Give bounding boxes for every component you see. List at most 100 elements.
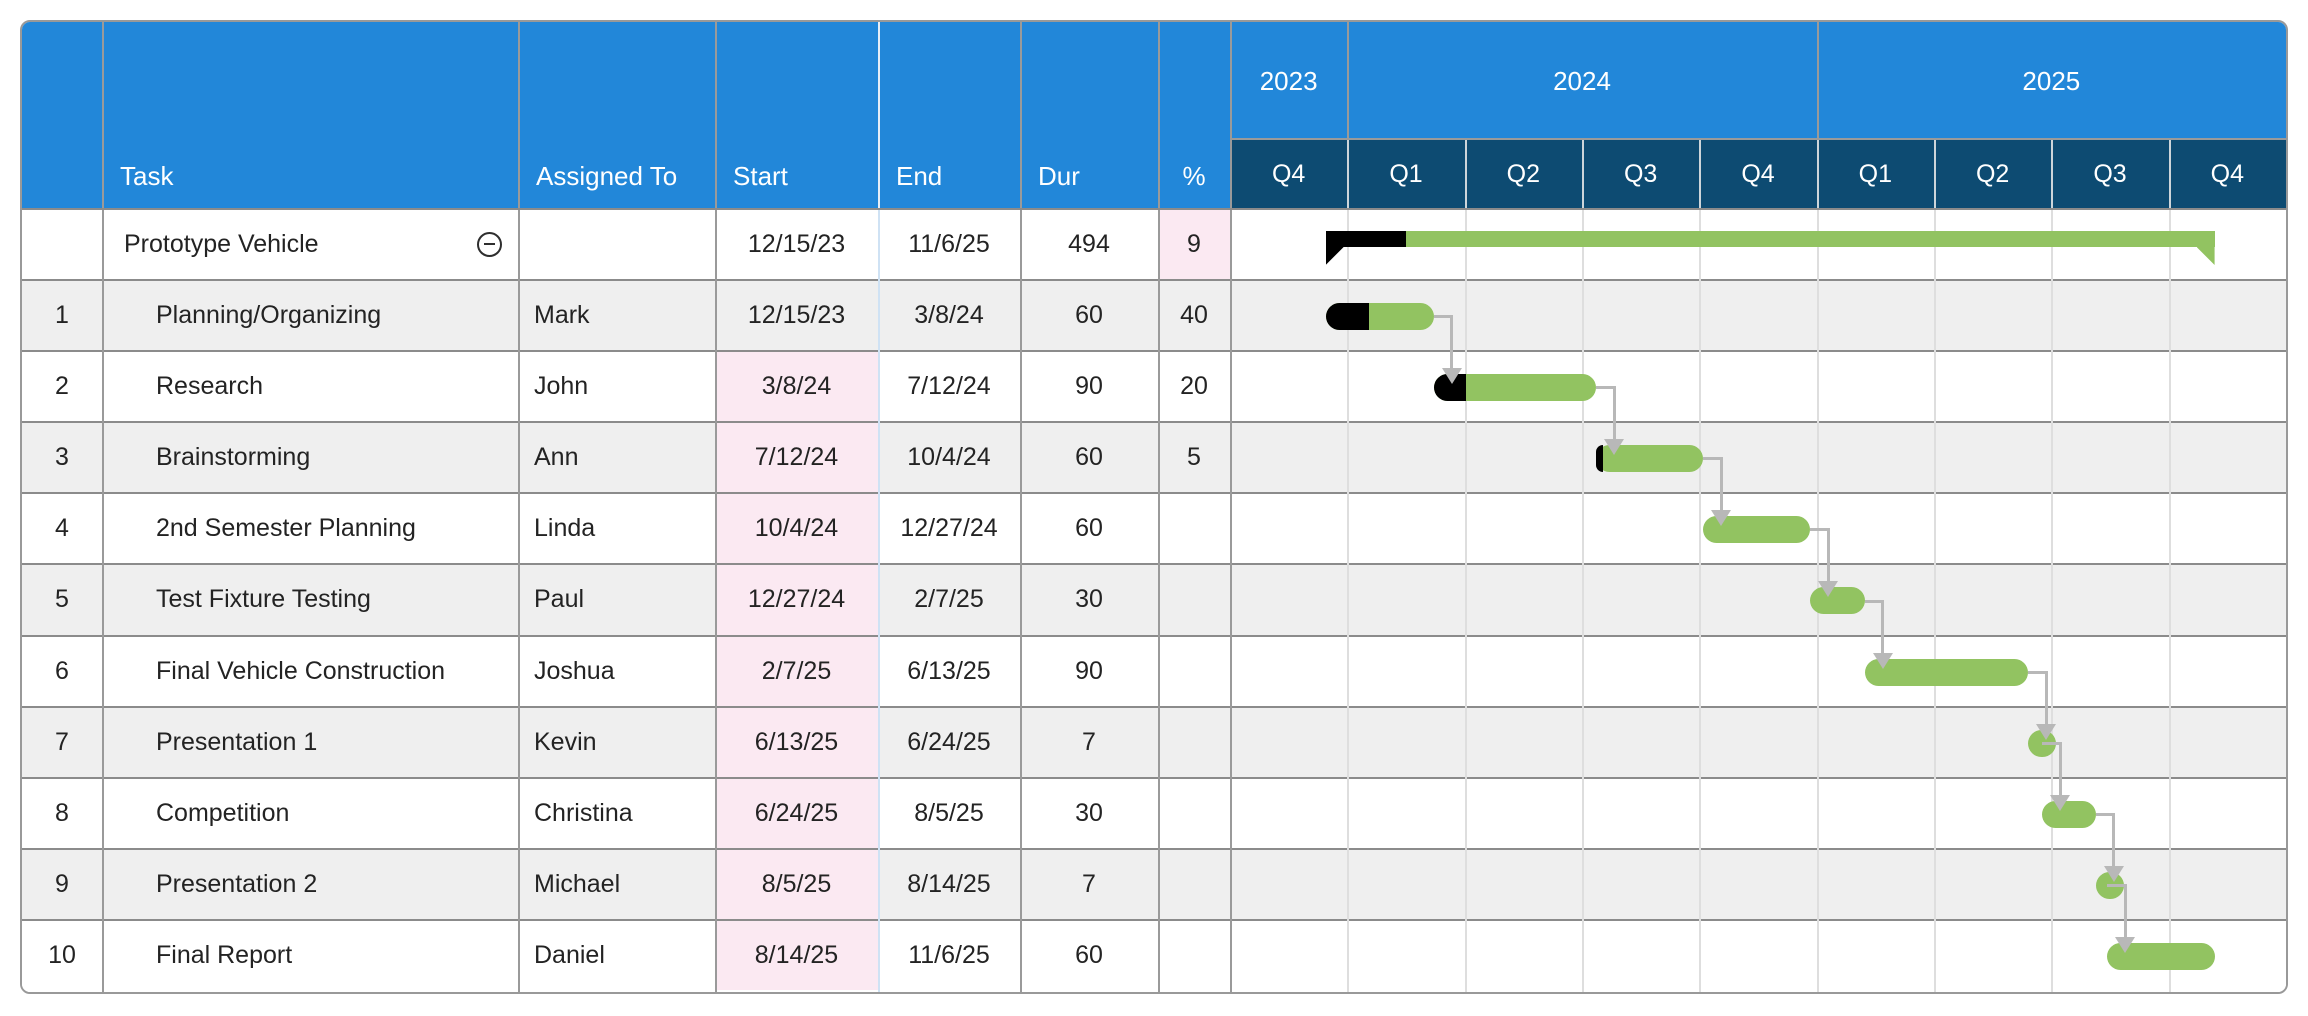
cell-assigned-to[interactable]: Linda (518, 494, 715, 563)
year-header-2023[interactable]: 2023 (1230, 22, 1347, 140)
cell-task[interactable]: Test Fixture Testing (102, 565, 518, 634)
cell-task[interactable]: Planning/Organizing (102, 281, 518, 350)
year-header-2024[interactable]: 2024 (1347, 22, 1816, 140)
cell-start-date-text: 12/15/23 (747, 230, 846, 259)
cell-task[interactable]: Presentation 1 (102, 708, 518, 777)
cell-row-number[interactable]: 1 (22, 281, 102, 350)
quarter-header-2024-q2[interactable]: Q2 (1464, 140, 1582, 208)
cell-duration[interactable]: 30 (1020, 779, 1158, 848)
dependency-arrow-icon (1604, 439, 1625, 456)
quarter-header-2025-q4[interactable]: Q4 (2168, 140, 2286, 208)
column-header-assigned-to[interactable]: Assigned To (518, 22, 715, 208)
column-header-label: Dur (1038, 161, 1080, 191)
cell-assigned-to[interactable]: Daniel (518, 921, 715, 990)
cell-row-number[interactable]: 4 (22, 494, 102, 563)
cell-row-number[interactable]: 10 (22, 921, 102, 990)
cell-task[interactable]: Final Report (102, 921, 518, 990)
year-label: 2025 (2022, 65, 2081, 96)
cell-assigned-to[interactable]: Michael (518, 850, 715, 919)
cell-percent-complete[interactable]: 9 (1158, 210, 1230, 280)
cell-task[interactable]: 2nd Semester Planning (102, 494, 518, 563)
cell-assigned-to[interactable]: Kevin (518, 708, 715, 777)
cell-duration[interactable]: 60 (1020, 423, 1158, 492)
cell-assigned-to[interactable]: Mark (518, 281, 715, 350)
cell-task[interactable]: Research (102, 352, 518, 421)
cell-row-number[interactable]: 7 (22, 708, 102, 777)
quarter-header-2025-q1[interactable]: Q1 (1816, 140, 1934, 208)
cell-end-date[interactable]: 6/24/25 (878, 708, 1020, 777)
cell-duration[interactable]: 60 (1020, 281, 1158, 350)
cell-start-date[interactable]: 12/27/24 (715, 565, 878, 635)
cell-start-date[interactable]: 12/15/23 (715, 210, 878, 279)
quarter-header-2025-q2[interactable]: Q2 (1934, 140, 2052, 208)
bars-layer (22, 22, 2286, 992)
header-quarter-divider (1464, 140, 1467, 208)
cell-assigned-to[interactable]: Joshua (518, 637, 715, 706)
cell-assigned-to[interactable]: John (518, 352, 715, 421)
cell-end-date[interactable]: 8/5/25 (878, 779, 1020, 848)
cell-start-date[interactable]: 3/8/24 (715, 352, 878, 422)
cell-duration[interactable]: 7 (1020, 850, 1158, 919)
column-header-rownum[interactable] (22, 22, 102, 208)
cell-percent-complete[interactable]: 20 (1158, 352, 1230, 421)
cell-duration[interactable]: 60 (1020, 921, 1158, 990)
cell-end-date[interactable]: 2/7/25 (878, 565, 1020, 634)
cell-end-date[interactable]: 11/6/25 (878, 210, 1020, 279)
cell-assigned-to[interactable]: Ann (518, 423, 715, 492)
cell-end-date[interactable]: 8/14/25 (878, 850, 1020, 919)
cell-end-date[interactable]: 11/6/25 (878, 921, 1020, 990)
quarter-header-2024-q4[interactable]: Q4 (1699, 140, 1817, 208)
cell-start-date[interactable]: 8/5/25 (715, 849, 878, 919)
cell-task[interactable]: Prototype Vehicle (102, 210, 518, 279)
cell-start-date[interactable]: 6/24/25 (715, 778, 878, 848)
cell-duration[interactable]: 30 (1020, 565, 1158, 634)
year-header-2025[interactable]: 2025 (1817, 22, 2286, 140)
cell-start-date[interactable]: 10/4/24 (715, 494, 878, 564)
cell-task[interactable]: Brainstorming (102, 423, 518, 492)
cell-duration[interactable]: 90 (1020, 637, 1158, 706)
quarter-header-2024-q3[interactable]: Q3 (1582, 140, 1700, 208)
cell-end-date[interactable]: 3/8/24 (878, 281, 1020, 350)
quarter-header-2024-q1[interactable]: Q1 (1347, 140, 1465, 208)
cell-start-date[interactable]: 6/13/25 (715, 707, 878, 777)
cell-assigned-to[interactable]: Paul (518, 565, 715, 634)
quarter-label: Q3 (1623, 159, 1658, 188)
cell-task-text: Prototype Vehicle (124, 230, 319, 259)
cell-end-date[interactable]: 12/27/24 (878, 494, 1020, 563)
cell-row-number[interactable]: 8 (22, 779, 102, 848)
cell-start-date[interactable]: 12/15/23 (715, 281, 878, 350)
column-header-start[interactable]: Start (715, 22, 878, 208)
table-row: 4 2nd Semester Planning Linda 10/4/24 12/27/… (22, 494, 2286, 566)
quarter-label: Q4 (1271, 159, 1306, 188)
cell-end-date[interactable]: 6/13/25 (878, 637, 1020, 706)
cell-row-number[interactable]: 9 (22, 850, 102, 919)
collapse-row-icon[interactable] (477, 231, 502, 257)
cell-start-date[interactable]: 2/7/25 (715, 636, 878, 706)
cell-percent-complete[interactable]: 5 (1158, 423, 1230, 492)
cell-duration[interactable]: 90 (1020, 352, 1158, 421)
cell-row-number[interactable]: 2 (22, 352, 102, 421)
cell-row-number[interactable]: 6 (22, 637, 102, 706)
cell-duration[interactable]: 7 (1020, 708, 1158, 777)
column-header-end[interactable]: End (878, 22, 1020, 208)
cell-task[interactable]: Final Vehicle Construction (102, 637, 518, 706)
cell-percent-complete[interactable]: 40 (1158, 281, 1230, 350)
column-header-task[interactable]: Task (102, 22, 518, 208)
cell-row-number[interactable]: 3 (22, 423, 102, 492)
column-header-dur[interactable]: Dur (1020, 22, 1158, 208)
cell-duration[interactable]: 494 (1020, 210, 1158, 279)
cell-start-date[interactable]: 8/14/25 (715, 920, 878, 990)
gantt-summary-bar[interactable] (1325, 231, 2215, 247)
cell-end-date[interactable]: 10/4/24 (878, 423, 1020, 492)
cell-end-date-text: 6/13/25 (907, 656, 991, 685)
quarter-header-2023-q4[interactable]: Q4 (1230, 140, 1348, 208)
cell-task[interactable]: Competition (102, 779, 518, 848)
cell-row-number[interactable]: 5 (22, 565, 102, 634)
quarter-header-2025-q3[interactable]: Q3 (2051, 140, 2169, 208)
cell-duration[interactable]: 60 (1020, 494, 1158, 563)
cell-task[interactable]: Presentation 2 (102, 850, 518, 919)
cell-end-date[interactable]: 7/12/24 (878, 352, 1020, 421)
cell-start-date[interactable]: 7/12/24 (715, 423, 878, 493)
column-header-pct[interactable]: % (1158, 22, 1230, 208)
cell-assigned-to[interactable]: Christina (518, 779, 715, 848)
